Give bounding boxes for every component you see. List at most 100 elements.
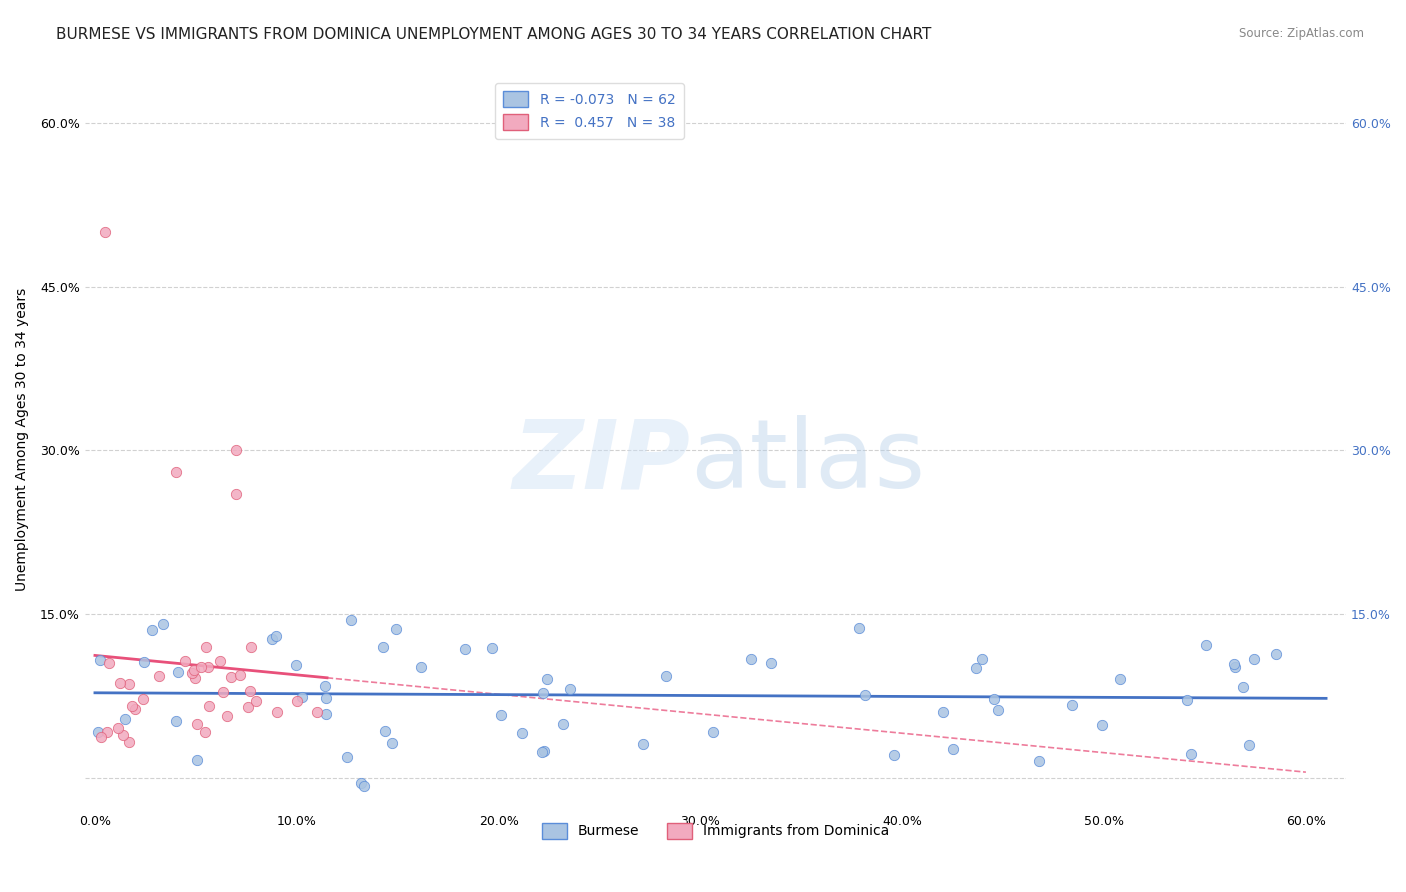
Point [181, 665, 204, 680]
Point [266, 706, 288, 720]
Point [1237, 739, 1260, 753]
Point [965, 661, 987, 675]
Legend: Burmese, Immigrants from Dominica: Burmese, Immigrants from Dominica [536, 817, 896, 845]
Point [285, 694, 308, 708]
Point [411, 660, 433, 674]
Point [229, 668, 252, 682]
Point [94, 225, 117, 239]
Point [1175, 693, 1198, 707]
Point [209, 654, 232, 668]
Point [148, 669, 170, 683]
Point [264, 629, 287, 643]
Point [152, 616, 174, 631]
Text: BURMESE VS IMMIGRANTS FROM DOMINICA UNEMPLOYMENT AMONG AGES 30 TO 34 YEARS CORRE: BURMESE VS IMMIGRANTS FROM DOMINICA UNEM… [56, 27, 932, 42]
Point [87, 725, 110, 739]
Point [239, 684, 262, 698]
Point [1195, 639, 1218, 653]
Point [194, 724, 217, 739]
Point [1223, 660, 1246, 674]
Point [373, 640, 395, 655]
Point [315, 690, 337, 705]
Point [1028, 754, 1050, 768]
Point [531, 686, 554, 700]
Point [96, 725, 118, 739]
Point [384, 622, 406, 636]
Point [631, 737, 654, 751]
Point [655, 668, 678, 682]
Point [117, 677, 139, 691]
Point [245, 694, 267, 708]
Point [848, 622, 870, 636]
Point [531, 745, 554, 759]
Point [453, 641, 475, 656]
Point [335, 750, 357, 764]
Point [340, 613, 363, 627]
Point [186, 716, 208, 731]
Point [291, 690, 314, 704]
Point [1264, 647, 1286, 661]
Point [112, 728, 135, 742]
Point [121, 698, 143, 713]
Point [1109, 672, 1132, 686]
Point [195, 640, 218, 654]
Point [108, 676, 131, 690]
Point [166, 714, 188, 728]
Point [190, 659, 212, 673]
Point [1232, 680, 1254, 694]
Point [212, 685, 235, 699]
Point [1180, 747, 1202, 762]
Point [942, 741, 965, 756]
Point [353, 780, 375, 794]
Point [197, 699, 219, 714]
Point [883, 747, 905, 762]
Point [89, 652, 111, 666]
Point [1091, 718, 1114, 732]
Y-axis label: Unemployment Among Ages 30 to 34 years: Unemployment Among Ages 30 to 34 years [15, 288, 30, 591]
Point [165, 465, 187, 479]
Point [510, 726, 533, 740]
Point [90, 730, 112, 744]
Point [183, 663, 205, 677]
Point [167, 665, 190, 679]
Point [97, 657, 120, 671]
Point [217, 709, 239, 723]
Point [107, 721, 129, 735]
Point [987, 702, 1010, 716]
Point [1243, 652, 1265, 666]
Point [284, 658, 307, 673]
Point [186, 753, 208, 767]
Point [132, 692, 155, 706]
Point [702, 724, 724, 739]
Point [551, 717, 574, 731]
Point [1222, 657, 1244, 672]
Point [315, 706, 337, 721]
Point [124, 702, 146, 716]
Point [197, 660, 219, 674]
Point [225, 487, 247, 501]
Point [173, 654, 195, 668]
Point [489, 708, 512, 723]
Point [374, 724, 396, 739]
Point [481, 641, 503, 656]
Point [183, 671, 205, 685]
Point [118, 735, 141, 749]
Text: ZIP: ZIP [512, 416, 690, 508]
Point [260, 632, 283, 647]
Point [314, 679, 336, 693]
Point [219, 670, 242, 684]
Point [381, 736, 404, 750]
Text: atlas: atlas [690, 416, 925, 508]
Point [740, 652, 762, 666]
Text: Source: ZipAtlas.com: Source: ZipAtlas.com [1239, 27, 1364, 40]
Point [536, 672, 558, 686]
Point [558, 682, 581, 697]
Point [305, 706, 328, 720]
Point [853, 688, 876, 702]
Point [141, 624, 163, 638]
Point [1060, 698, 1083, 712]
Point [236, 700, 259, 714]
Point [350, 776, 373, 790]
Point [225, 443, 247, 458]
Point [239, 640, 262, 654]
Point [114, 712, 136, 726]
